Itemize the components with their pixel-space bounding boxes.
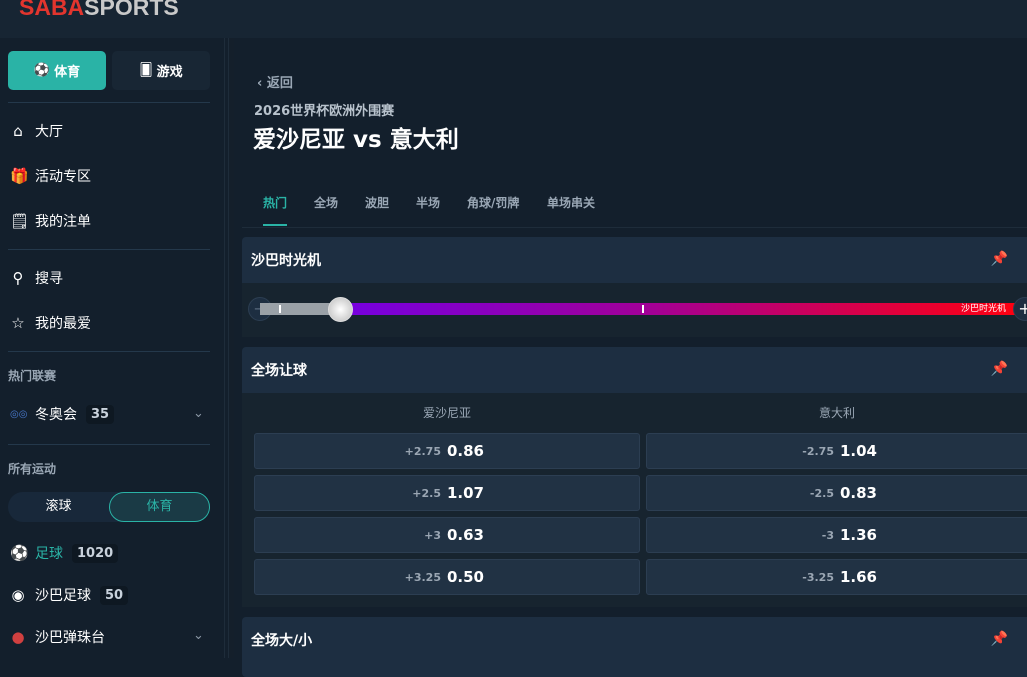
panel-title: 沙巴时光机 (251, 253, 321, 269)
divider (8, 351, 210, 352)
match-title: 爱沙尼亚 vs 意大利 (253, 127, 459, 153)
saba-soccer-icon: ◉ (11, 586, 25, 604)
cards-icon: 🂠 (139, 63, 153, 78)
divider (8, 249, 210, 250)
tab-half-time[interactable]: 半场 (416, 196, 441, 210)
tab-corners-cards[interactable]: 角球/罚牌 (467, 196, 520, 210)
live-sports-toggle: 滚球 体育 (8, 492, 210, 522)
panel-title: 全场大/小 (251, 633, 313, 649)
odds-button-home[interactable]: +2.75 0.86 (254, 433, 640, 469)
back-link[interactable]: ‹ 返回 (257, 76, 293, 91)
sport-saba-soccer[interactable]: ◉ 沙巴足球 50 (10, 585, 129, 605)
soccer-icon: ⚽ (10, 544, 29, 562)
chevron-down-icon[interactable]: ⌄ (193, 628, 204, 643)
time-slider-track[interactable]: 沙巴时光机 (260, 303, 1016, 315)
gift-icon: 🎁 (10, 167, 29, 185)
receipt-icon: 🗒 (10, 212, 30, 230)
odds-button-home[interactable]: +2.5 1.07 (254, 475, 640, 511)
segment-games[interactable]: 🂠 游戏 (112, 51, 210, 90)
tab-correct-score[interactable]: 波胆 (365, 196, 390, 210)
handicap-line: +2.5 (412, 486, 441, 500)
odds-value: 1.07 (446, 484, 484, 502)
nav-favorites[interactable]: ☆ 我的最爱 (11, 314, 91, 332)
odds-button-away[interactable]: -3.25 1.66 (646, 559, 1027, 595)
handicap-line: -3 (821, 528, 834, 542)
search-icon: ⚲ (12, 269, 24, 287)
olympics-icon: ◎◎ (10, 408, 28, 420)
odds-value: 1.66 (839, 568, 877, 586)
tab-single-parlay[interactable]: 单场串关 (547, 196, 596, 210)
odds-value: 1.36 (839, 526, 877, 544)
sport-saba-pinball[interactable]: ● 沙巴弹珠台 (11, 628, 105, 646)
odds-button-home[interactable]: +3.25 0.50 (254, 559, 640, 595)
odds-button-away[interactable]: -2.75 1.04 (646, 433, 1027, 469)
saba-sports-logo[interactable]: SABASPORTS (19, 0, 179, 20)
divider (8, 444, 210, 445)
odds-button-away[interactable]: -3 1.36 (646, 517, 1027, 553)
all-sports-title: 所有运动 (8, 462, 57, 476)
odds-button-away[interactable]: -2.5 0.83 (646, 475, 1027, 511)
chevron-left-icon: ‹ (257, 76, 267, 91)
toggle-sports[interactable]: 体育 (109, 492, 210, 522)
plus-button[interactable]: + (1013, 297, 1027, 321)
segment-sports[interactable]: ⚽ 体育 (8, 51, 106, 90)
odds-button-home[interactable]: +3 0.63 (254, 517, 640, 553)
star-icon: ☆ (11, 314, 25, 332)
sidebar-scrollbar[interactable] (228, 38, 234, 658)
pinball-icon: ● (11, 628, 25, 646)
top-bar: SABASPORTS (0, 0, 1027, 38)
pin-icon[interactable]: 📌 (990, 251, 1008, 267)
soccer-ball-icon: ⚽ (33, 63, 51, 78)
tab-full-time[interactable]: 全场 (314, 196, 339, 210)
handicap-panel: 全场让球 📌 ⌃ 爱沙尼亚 意大利 +2.750.86 -2.751.04+2.… (242, 347, 1027, 607)
slider-handle[interactable] (328, 297, 353, 322)
home-icon: ⌂ (13, 122, 23, 140)
sport-soccer[interactable]: ⚽ 足球 1020 (10, 543, 119, 563)
odds-value: 0.63 (446, 526, 484, 544)
time-machine-panel: 沙巴时光机 📌 ⌄ − 沙巴时光机 + (242, 237, 1027, 337)
divider (242, 227, 1027, 228)
divider (8, 102, 210, 103)
pin-icon[interactable]: 📌 (990, 631, 1008, 647)
over-under-panel: 全场大/小 📌 ⌃ (242, 617, 1027, 677)
league-name: 2026世界杯欧洲外围赛 (254, 104, 395, 119)
nav-search[interactable]: ⚲ 搜寻 (10, 268, 64, 288)
nav-lobby[interactable]: ⌂ 大厅 (10, 121, 63, 141)
handicap-line: -2.5 (809, 486, 834, 500)
pin-icon[interactable]: 📌 (990, 361, 1008, 377)
home-team-header: 爱沙尼亚 (422, 406, 471, 420)
league-winter-olympics[interactable]: ◎◎ 冬奥会 35 (10, 404, 115, 424)
handicap-line: -3.25 (802, 570, 834, 584)
sidebar: ⚽ 体育 🂠 游戏 ⌂ 大厅 🎁 活动专区 🗒 我的注单 ⚲ 搜寻 ☆ 我的最爱 热门联赛 ◎… (0, 38, 225, 658)
handicap-line: +2.75 (404, 444, 441, 458)
hot-leagues-title: 热门联赛 (8, 369, 57, 383)
toggle-live[interactable]: 滚球 (45, 499, 72, 514)
handicap-line: +3.25 (404, 570, 441, 584)
tab-hot[interactable]: 热门 (263, 196, 288, 210)
nav-my-bets[interactable]: 🗒 我的注单 (10, 212, 91, 230)
time-machine-label: 沙巴时光机 (960, 304, 1006, 314)
odds-value: 1.04 (839, 442, 877, 460)
handicap-line: -2.75 (802, 444, 834, 458)
active-tab-indicator (263, 224, 287, 226)
odds-value: 0.83 (839, 484, 877, 502)
odds-value: 0.50 (446, 568, 484, 586)
away-team-header: 意大利 (818, 406, 855, 420)
nav-promotions[interactable]: 🎁 活动专区 (10, 167, 91, 185)
handicap-line: +3 (424, 528, 441, 542)
panel-title: 全场让球 (251, 363, 307, 379)
odds-value: 0.86 (446, 442, 484, 460)
chevron-down-icon[interactable]: ⌄ (193, 406, 204, 421)
